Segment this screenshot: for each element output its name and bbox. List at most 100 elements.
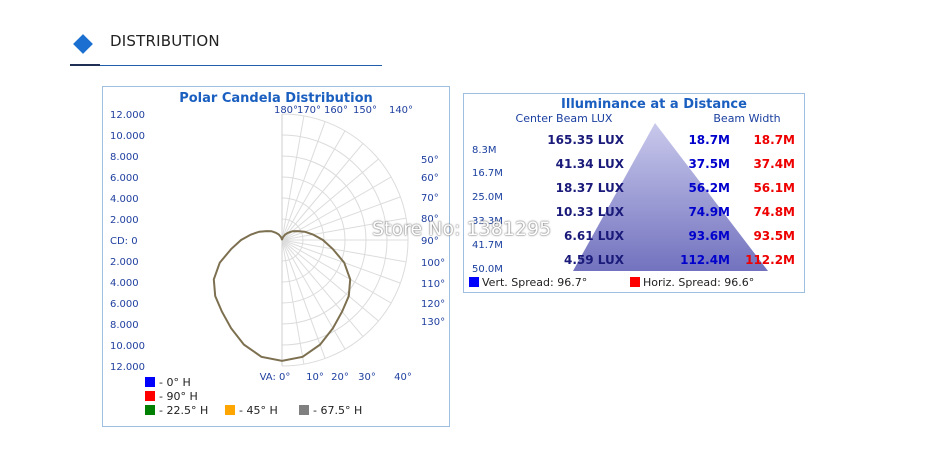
column-header: Center Beam LUX xyxy=(516,112,613,125)
angle-label-right: 130° xyxy=(421,317,445,328)
diamond-icon xyxy=(73,34,93,54)
angle-label-top: 180° xyxy=(274,105,298,116)
angle-label-bottom: 30° xyxy=(358,372,376,383)
grid-spoke xyxy=(281,158,379,241)
grid-spoke xyxy=(281,121,326,241)
grid-spoke xyxy=(281,143,364,241)
candela-curve xyxy=(212,230,352,362)
angle-label-right: 110° xyxy=(421,279,445,290)
grid-spoke xyxy=(281,130,346,241)
horiz-width-value: 93.5M xyxy=(753,229,795,243)
polar-chart-panel: Polar Candela Distribution 12.000 10.000 8.… xyxy=(102,86,450,427)
legend-label: - 67.5° H xyxy=(313,404,362,417)
angle-label-top: 150° xyxy=(353,105,377,116)
grid-spoke xyxy=(281,239,407,263)
column-header: Beam Width xyxy=(713,112,780,125)
grid-spoke xyxy=(281,239,305,365)
angle-label-right: 120° xyxy=(421,299,445,310)
legend-label: - 0° H xyxy=(159,376,191,389)
legend-label: Vert. Spread: 96.7° xyxy=(482,276,587,289)
cd-tick-label: 6.000 xyxy=(110,173,139,184)
illuminance-panel: Illuminance at a Distance Center Beam LUX… xyxy=(463,93,805,293)
legend-label: - 45° H xyxy=(239,404,278,417)
cd-tick-label: 6.000 xyxy=(110,299,139,310)
legend-swatch xyxy=(630,277,640,287)
lux-value: 41.34 LUX xyxy=(556,157,625,171)
polar-chart: Polar Candela Distribution 12.000 10.000 8.… xyxy=(110,91,445,417)
cd-tick-label: 4.000 xyxy=(110,278,139,289)
distance-label: 25.0M xyxy=(472,192,503,203)
cd-tick-label: 8.000 xyxy=(110,320,139,331)
angle-label-right: 50° xyxy=(421,155,439,166)
angle-label-right: 70° xyxy=(421,193,439,204)
grid-spoke xyxy=(281,115,305,241)
legend-swatch xyxy=(145,391,155,401)
horiz-width-value: 112.2M xyxy=(745,253,795,267)
vert-width-value: 37.5M xyxy=(688,157,730,171)
chart-title: Polar Candela Distribution xyxy=(179,91,373,106)
cd-tick-label: 2.000 xyxy=(110,257,139,268)
grid-spoke xyxy=(281,217,407,241)
grid-spoke xyxy=(281,239,326,359)
legend-swatch xyxy=(145,405,155,415)
legend-swatch xyxy=(145,377,155,387)
cd-tick-label: 8.000 xyxy=(110,152,139,163)
section-title: DISTRIBUTION xyxy=(110,32,220,50)
angle-label-top: 140° xyxy=(389,105,413,116)
legend-swatch xyxy=(469,277,479,287)
angle-label-right: 80° xyxy=(421,214,439,225)
grid-spoke xyxy=(281,239,364,337)
distance-label: 16.7M xyxy=(472,168,503,179)
angle-label-bottom: VA: 0° xyxy=(260,372,291,383)
vert-width-value: 56.2M xyxy=(688,181,730,195)
grid-spoke xyxy=(281,176,392,241)
polar-grid xyxy=(281,113,409,367)
grid-spoke xyxy=(281,239,346,350)
beam-cone xyxy=(573,123,768,271)
cd-tick-label: CD: 0 xyxy=(110,236,138,247)
legend-label: - 90° H xyxy=(159,390,198,403)
cd-tick-label: 10.000 xyxy=(110,131,145,142)
lux-value: 6.61 LUX xyxy=(564,229,625,243)
cd-tick-label: 4.000 xyxy=(110,194,139,205)
lux-value: 4.59 LUX xyxy=(564,253,625,267)
lux-value: 10.33 LUX xyxy=(556,205,625,219)
angle-label-top: 160° xyxy=(324,105,348,116)
store-watermark: Store No: 1381295 xyxy=(372,218,552,240)
vert-width-value: 93.6M xyxy=(688,229,730,243)
angle-label-right: 60° xyxy=(421,173,439,184)
lux-value: 165.35 LUX xyxy=(547,133,624,147)
angle-label-right: 90° xyxy=(421,236,439,247)
angle-label-top: 170° xyxy=(297,105,321,116)
grid-spoke xyxy=(281,239,379,322)
section-header: DISTRIBUTION xyxy=(70,28,382,66)
angle-label-bottom: 20° xyxy=(331,372,349,383)
lux-value: 18.37 LUX xyxy=(556,181,625,195)
angle-label-right: 100° xyxy=(421,258,445,269)
header-rule xyxy=(70,64,382,66)
distance-label: 41.7M xyxy=(472,240,503,251)
vert-width-value: 74.9M xyxy=(688,205,730,219)
cd-tick-label: 10.000 xyxy=(110,341,145,352)
angle-label-bottom: 10° xyxy=(306,372,324,383)
angle-label-bottom: 40° xyxy=(394,372,412,383)
horiz-width-value: 74.8M xyxy=(753,205,795,219)
horiz-width-value: 56.1M xyxy=(753,181,795,195)
cd-tick-label: 2.000 xyxy=(110,215,139,226)
distance-label: 8.3M xyxy=(472,145,497,156)
distance-label: 33.3M xyxy=(472,216,503,227)
cd-tick-label: 12.000 xyxy=(110,110,145,121)
grid-spoke xyxy=(281,196,401,241)
cd-tick-label: 12.000 xyxy=(110,362,145,373)
horiz-width-value: 37.4M xyxy=(753,157,795,171)
distance-label: 50.0M xyxy=(472,264,503,275)
vert-width-value: 112.4M xyxy=(680,253,730,267)
table-title: Illuminance at a Distance xyxy=(561,97,747,112)
vert-width-value: 18.7M xyxy=(688,133,730,147)
grid-spoke xyxy=(281,239,401,284)
grid-spoke xyxy=(281,239,392,304)
legend-label: - 22.5° H xyxy=(159,404,208,417)
horiz-width-value: 18.7M xyxy=(753,133,795,147)
legend-swatch xyxy=(299,405,309,415)
